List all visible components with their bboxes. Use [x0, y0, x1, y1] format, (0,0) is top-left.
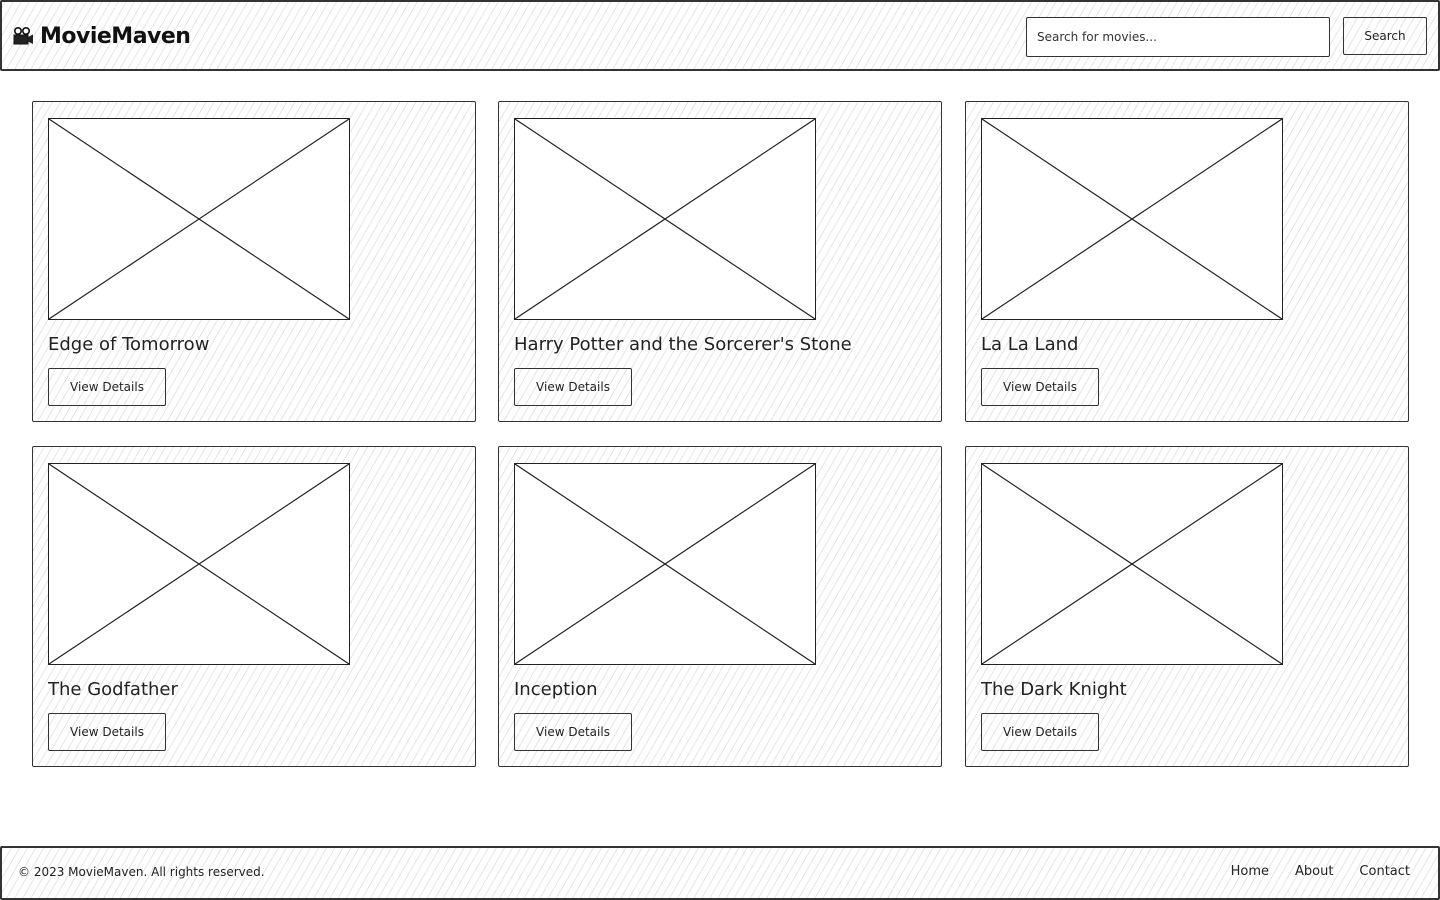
movie-card: The Dark Knight View Details: [965, 446, 1409, 767]
image-placeholder-icon: [515, 464, 815, 664]
view-details-button[interactable]: View Details: [514, 713, 632, 751]
movie-card: Harry Potter and the Sorcerer's Stone Vi…: [498, 101, 942, 422]
image-placeholder-icon: [49, 119, 349, 319]
movie-card: The Godfather View Details: [32, 446, 476, 767]
movie-poster-placeholder: [514, 463, 816, 665]
movie-title: Harry Potter and the Sorcerer's Stone: [514, 334, 852, 355]
movie-title: Inception: [514, 679, 598, 700]
logo[interactable]: MovieMaven: [12, 20, 191, 52]
search-button[interactable]: Search: [1343, 17, 1427, 55]
view-details-button[interactable]: View Details: [981, 368, 1099, 406]
view-details-button[interactable]: View Details: [981, 713, 1099, 751]
view-details-button[interactable]: View Details: [48, 713, 166, 751]
image-placeholder-icon: [515, 119, 815, 319]
image-placeholder-icon: [982, 464, 1282, 664]
movie-title: The Dark Knight: [981, 679, 1127, 700]
footer-link-contact[interactable]: Contact: [1359, 864, 1410, 879]
view-details-button[interactable]: View Details: [514, 368, 632, 406]
movie-card: Edge of Tomorrow View Details: [32, 101, 476, 422]
movie-poster-placeholder: [514, 118, 816, 320]
image-placeholder-icon: [982, 119, 1282, 319]
movie-poster-placeholder: [981, 463, 1283, 665]
site-footer: © 2023 MovieMaven. All rights reserved. …: [0, 846, 1440, 900]
movie-poster-placeholder: [981, 118, 1283, 320]
movie-poster-placeholder: [48, 118, 350, 320]
movie-title: La La Land: [981, 334, 1079, 355]
movie-title: Edge of Tomorrow: [48, 334, 210, 355]
footer-nav: Home About Contact: [1231, 864, 1410, 879]
film-camera-icon: [13, 26, 33, 45]
movie-title: The Godfather: [48, 679, 178, 700]
image-placeholder-icon: [49, 464, 349, 664]
search-input[interactable]: [1026, 17, 1330, 57]
footer-link-about[interactable]: About: [1294, 864, 1334, 879]
view-details-button[interactable]: View Details: [48, 368, 166, 406]
footer-link-home[interactable]: Home: [1230, 864, 1269, 879]
logo-text: MovieMaven: [40, 23, 191, 49]
movie-poster-placeholder: [48, 463, 350, 665]
movie-card: La La Land View Details: [965, 101, 1409, 422]
copyright-text: © 2023 MovieMaven. All rights reserved.: [18, 865, 265, 879]
movie-card: Inception View Details: [498, 446, 942, 767]
site-header: MovieMaven Search: [0, 0, 1440, 71]
